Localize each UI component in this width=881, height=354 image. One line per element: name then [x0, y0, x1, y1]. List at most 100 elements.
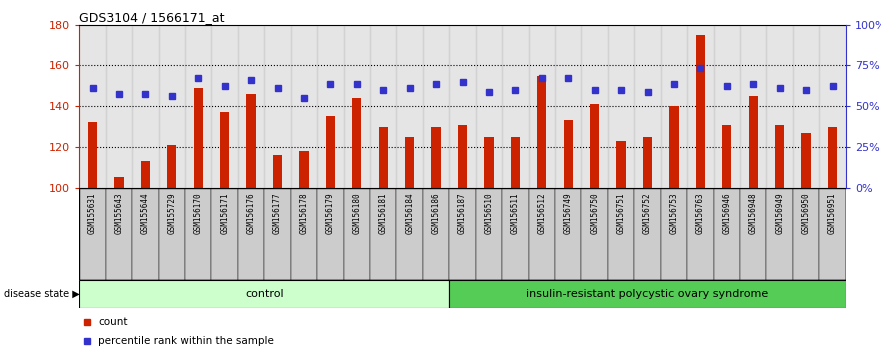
Text: GSM156176: GSM156176 — [247, 192, 255, 234]
Bar — [79, 280, 449, 308]
Text: GSM156750: GSM156750 — [590, 192, 599, 234]
Bar — [106, 25, 132, 188]
Bar — [132, 188, 159, 280]
Text: GSM156512: GSM156512 — [537, 192, 546, 234]
Bar — [449, 188, 476, 280]
Text: GSM156186: GSM156186 — [432, 192, 440, 234]
Bar — [405, 137, 414, 188]
Text: GSM156511: GSM156511 — [511, 192, 520, 234]
Bar — [194, 88, 203, 188]
Bar — [529, 25, 555, 188]
Bar — [687, 25, 714, 188]
Text: GSM156946: GSM156946 — [722, 192, 731, 234]
Bar — [396, 188, 423, 280]
Bar — [802, 133, 811, 188]
Text: GSM156177: GSM156177 — [273, 192, 282, 234]
Text: insulin-resistant polycystic ovary syndrome: insulin-resistant polycystic ovary syndr… — [527, 289, 768, 299]
Text: GSM155729: GSM155729 — [167, 192, 176, 234]
Text: GSM156180: GSM156180 — [352, 192, 361, 234]
Text: control: control — [245, 289, 284, 299]
Text: GSM156510: GSM156510 — [485, 192, 493, 234]
Text: GSM155631: GSM155631 — [88, 192, 97, 234]
Bar — [511, 137, 520, 188]
Bar — [634, 188, 661, 280]
Text: count: count — [99, 318, 128, 327]
Bar — [687, 188, 714, 280]
Bar — [185, 188, 211, 280]
Bar — [370, 188, 396, 280]
Bar — [590, 104, 599, 188]
Bar — [264, 188, 291, 280]
Bar — [317, 25, 344, 188]
Text: GSM155644: GSM155644 — [141, 192, 150, 234]
Bar — [79, 25, 106, 188]
Bar — [581, 25, 608, 188]
Text: GSM156951: GSM156951 — [828, 192, 837, 234]
Bar — [476, 25, 502, 188]
Bar — [555, 25, 581, 188]
Bar — [740, 25, 766, 188]
Bar — [819, 188, 846, 280]
Bar — [423, 25, 449, 188]
Bar — [344, 25, 370, 188]
Text: GSM156753: GSM156753 — [670, 192, 678, 234]
Text: GSM156751: GSM156751 — [617, 192, 626, 234]
Bar — [379, 126, 388, 188]
Bar — [220, 112, 229, 188]
Bar — [529, 188, 555, 280]
Bar — [211, 25, 238, 188]
Bar — [326, 116, 335, 188]
Bar — [766, 25, 793, 188]
Bar — [775, 125, 784, 188]
Text: GSM156752: GSM156752 — [643, 192, 652, 234]
Bar — [564, 120, 573, 188]
Text: GSM156171: GSM156171 — [220, 192, 229, 234]
Bar — [537, 76, 546, 188]
Bar — [458, 125, 467, 188]
Bar — [159, 25, 185, 188]
Text: GSM155643: GSM155643 — [115, 192, 123, 234]
Text: GSM156949: GSM156949 — [775, 192, 784, 234]
Bar — [714, 188, 740, 280]
Bar — [670, 106, 678, 188]
Text: GSM156749: GSM156749 — [564, 192, 573, 234]
Bar — [211, 188, 238, 280]
Bar — [185, 25, 211, 188]
Bar — [643, 137, 652, 188]
Text: GSM156179: GSM156179 — [326, 192, 335, 234]
Bar — [273, 155, 282, 188]
Bar — [634, 25, 661, 188]
Text: percentile rank within the sample: percentile rank within the sample — [99, 336, 274, 346]
Text: GDS3104 / 1566171_at: GDS3104 / 1566171_at — [79, 11, 225, 24]
Bar — [352, 98, 361, 188]
Text: GSM156178: GSM156178 — [300, 192, 308, 234]
Text: GSM156950: GSM156950 — [802, 192, 811, 234]
Text: GSM156170: GSM156170 — [194, 192, 203, 234]
Bar — [449, 280, 846, 308]
Bar — [159, 188, 185, 280]
Bar — [819, 25, 846, 188]
Bar — [828, 126, 837, 188]
Bar — [476, 188, 502, 280]
Bar — [167, 145, 176, 188]
Bar — [661, 25, 687, 188]
Text: GSM156187: GSM156187 — [458, 192, 467, 234]
Bar — [291, 25, 317, 188]
Bar — [370, 25, 396, 188]
Bar — [502, 188, 529, 280]
Bar — [247, 94, 255, 188]
Bar — [749, 96, 758, 188]
Bar — [696, 35, 705, 188]
Bar — [581, 188, 608, 280]
Bar — [432, 126, 440, 188]
Bar — [317, 188, 344, 280]
Text: GSM156948: GSM156948 — [749, 192, 758, 234]
Bar — [79, 188, 106, 280]
Bar — [115, 177, 123, 188]
Bar — [485, 137, 493, 188]
Bar — [722, 125, 731, 188]
Bar — [344, 188, 370, 280]
Text: GSM156181: GSM156181 — [379, 192, 388, 234]
Text: GSM156184: GSM156184 — [405, 192, 414, 234]
Bar — [88, 122, 97, 188]
